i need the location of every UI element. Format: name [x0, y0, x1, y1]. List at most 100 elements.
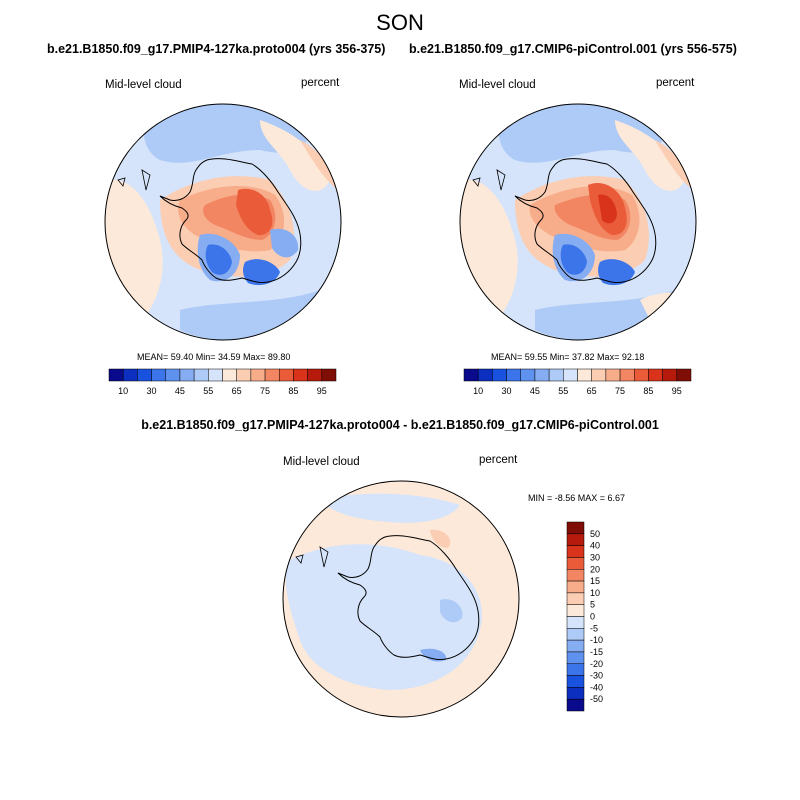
panel2-title: b.e21.B1850.f09_g17.CMIP6-piControl.001 …	[409, 42, 737, 56]
panel3-colorbar-tick-label: 15	[590, 576, 600, 586]
panel2-stats: MEAN= 59.55 Min= 37.82 Max= 92.18	[491, 352, 645, 362]
panel2-colorbar-tick-label: 75	[615, 386, 625, 396]
panel2-colorbar-tick-label: 10	[473, 386, 483, 396]
panel3-colorbar-tick-label: -10	[590, 635, 603, 645]
panel1-ne-salmon	[300, 140, 338, 190]
panel2-north-band	[498, 104, 663, 163]
panel2-colorbar-swatch	[548, 368, 564, 382]
panel2-colorbar-swatch	[563, 368, 578, 382]
panel1-stats: MEAN= 59.40 Min= 34.59 Max= 89.80	[137, 352, 291, 362]
panel1-colorbar-swatch	[307, 368, 323, 382]
panel3-colorbar-swatch	[566, 616, 585, 629]
panel3-colorbar-swatch	[566, 592, 585, 605]
panel2-colorbar-swatch	[676, 368, 692, 382]
panel3-colorbar-swatch	[566, 545, 585, 558]
panel3-colorbar-swatch	[566, 651, 585, 664]
panel3-map	[282, 480, 520, 718]
panel3-salmon-patch	[430, 529, 451, 548]
panel2-colorbar-tick-label: 85	[643, 386, 653, 396]
panel2-colorbar-swatch	[605, 368, 621, 382]
panel3-colorbar-tick-label: -20	[590, 659, 603, 669]
panel1-colorbar-swatch	[236, 368, 252, 382]
panel1-colorbar-tick-label: 65	[232, 386, 242, 396]
panel1-units-label: percent	[301, 77, 340, 89]
panel2-variable-label: Mid-level cloud	[459, 79, 536, 91]
panel2-colorbar-swatch	[520, 368, 536, 382]
panel1-colorbar-tick-label: 45	[175, 386, 185, 396]
panel1-colorbar-swatch	[222, 368, 237, 382]
panel1-colorbar-swatch	[165, 368, 181, 382]
panel2-red-deep	[598, 194, 617, 224]
panel2-ne-salmon	[655, 140, 693, 190]
panel1-colorbar-swatch	[293, 368, 308, 382]
panel3-colorbar-swatch	[566, 569, 585, 582]
panel3-colorbar-tick-label: -15	[590, 647, 603, 657]
panel1-colorbar-swatch	[264, 368, 280, 382]
panel3-colorbar-swatch	[566, 639, 585, 653]
panel2-colorbar-tick-label: 45	[530, 386, 540, 396]
panel2-colorbar-swatch	[463, 368, 479, 382]
panel3-colorbar-swatch	[566, 663, 585, 676]
panel3-colorbar-swatch	[566, 604, 585, 617]
panel2-colorbar-swatch	[634, 368, 649, 382]
panel2-map-border	[459, 103, 697, 341]
panel3-north-blue	[320, 493, 460, 523]
panel3-colorbar-swatch	[566, 580, 585, 594]
panel1-colorbar-swatch	[137, 368, 152, 382]
panel2-blue-east	[598, 259, 635, 286]
panel1-map	[104, 103, 342, 341]
panel2-colorbar-tick-label: 65	[587, 386, 597, 396]
panel2-colorbar-swatch	[477, 368, 493, 382]
panel3-colorbar-tick-label: 20	[590, 564, 600, 574]
panel3-colorbar-tick-label: 10	[590, 588, 600, 598]
panel2-colorbar-swatch	[591, 368, 607, 382]
panel2-blue-core	[560, 244, 587, 275]
panel2-ne-peach	[615, 120, 685, 191]
panel3-stats: MIN = -8.56 MAX = 6.67	[528, 493, 626, 503]
panel1-colorbar-swatch	[179, 368, 195, 382]
panel3-blue-patch	[440, 599, 463, 623]
panel1-colorbar-swatch	[250, 368, 266, 382]
panel1-blue-ne	[270, 228, 299, 258]
panel3-colorbar-tick-label: 0	[590, 612, 595, 622]
panel1-colorbar-swatch	[208, 368, 223, 382]
panel2-colorbar-tick-label: 30	[502, 386, 512, 396]
panel1-south-america-coast	[117, 169, 151, 191]
panel1-blue-east	[243, 259, 280, 286]
panel3-colorbar-swatch	[566, 687, 585, 700]
panel3-map-border	[282, 480, 520, 718]
panel3-colorbar-tick-label: 30	[590, 552, 600, 562]
panel1-colorbar-tick-label: 55	[203, 386, 213, 396]
panel1-colorbar-swatch	[279, 368, 294, 382]
panel1-colorbar-tick-label: 95	[317, 386, 327, 396]
panel2-colorbar-tick-label: 95	[672, 386, 682, 396]
panel1-colorbar-swatch	[193, 368, 209, 382]
panel3-colorbar-tick-label: -50	[590, 694, 603, 704]
panel3-colorbar-tick-label: 40	[590, 541, 600, 551]
figure-title: SON	[376, 10, 424, 35]
panel3-title: b.e21.B1850.f09_g17.PMIP4-127ka.proto004…	[141, 418, 659, 432]
panel2-south-america-coast	[472, 169, 506, 191]
panel3-colorbar-swatch	[566, 628, 585, 641]
panel3-colorbar-swatch	[566, 698, 585, 712]
panel2-colorbar-swatch	[619, 368, 635, 382]
panel3-south-america-coast	[295, 546, 329, 568]
panel1-blue-core	[205, 244, 232, 275]
panel1-map-border	[104, 103, 342, 341]
panel2-colorbar-swatch	[506, 368, 521, 382]
panel2-colorbar-swatch	[534, 368, 550, 382]
panel1-colorbar-swatch	[321, 368, 337, 382]
panel2-colorbar-swatch	[577, 368, 592, 382]
panel3-colorbar-tick-label: -5	[590, 623, 598, 633]
panel1-ne-peach	[260, 120, 330, 191]
panel2-colorbar-swatch	[648, 368, 663, 382]
panel3-colorbar-swatch	[566, 533, 585, 546]
panel1-colorbar-swatch	[151, 368, 166, 382]
panel3-blue-patch-2	[420, 648, 447, 662]
panel2-units-label: percent	[656, 77, 695, 89]
panel3-variable-label: Mid-level cloud	[283, 456, 360, 468]
panel3-colorbar-tick-label: -40	[590, 682, 603, 692]
panel3-units-label: percent	[479, 454, 518, 466]
panel1-title: b.e21.B1850.f09_g17.PMIP4-127ka.proto004…	[47, 42, 386, 56]
